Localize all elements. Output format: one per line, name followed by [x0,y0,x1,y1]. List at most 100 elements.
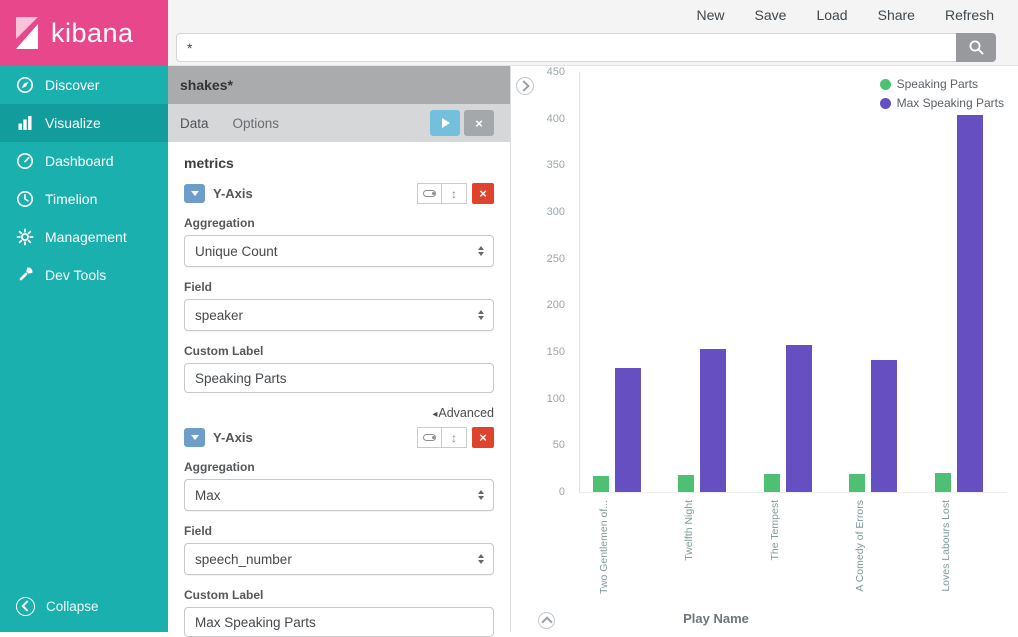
bar-max-speaking-parts[interactable] [615,368,641,492]
search-bar [176,33,996,62]
bar-speaking-parts[interactable] [934,473,951,492]
reorder-metric-button[interactable]: ↕ [442,183,467,204]
aggregation-label: Aggregation [184,460,255,474]
close-icon: × [475,115,483,131]
remove-metric-button[interactable]: × [472,427,494,448]
play-icon [442,118,450,128]
aggregation-value: Unique Count [195,243,278,259]
query-input[interactable] [176,33,956,62]
bar-group: Two Gentlemen of... [580,72,665,594]
collapse-metric-button[interactable] [184,184,205,203]
field-value: speaker [195,307,244,323]
bar-max-speaking-parts[interactable] [785,345,812,492]
field-select[interactable]: speech_number [184,543,494,575]
bar-speaking-parts[interactable] [593,476,609,492]
brand-name: kibana [51,17,134,48]
wrench-icon [19,267,33,281]
legend-dot-icon [879,97,891,109]
aggregation-select[interactable]: Unique Count [184,235,494,267]
y-tick-label: 200 [546,299,565,312]
custom-label-label: Custom Label [184,344,264,358]
aggregation-label: Aggregation [184,216,255,230]
chevron-down-icon [190,435,199,440]
compass-icon [17,77,33,93]
reorder-metric-button[interactable]: ↕ [442,427,467,448]
bar-chart-icon [18,116,32,130]
bar-speaking-parts[interactable] [763,474,780,492]
sidebar-item-label: Visualize [45,115,101,131]
discard-changes-button[interactable]: × [464,110,494,136]
advanced-link[interactable]: Advanced [438,406,494,420]
visualization-config-panel: shakes* Data Options × metrics Y-Axis [168,66,510,637]
aggregation-value: Max [195,487,221,503]
chevron-down-icon [190,191,199,196]
toggle-icon [423,190,436,197]
panel-collapse-button[interactable] [516,77,534,95]
config-tab-bar: Data Options × [168,104,510,142]
collapse-metric-button[interactable] [184,428,205,447]
field-select[interactable]: speaker [184,299,494,331]
apply-changes-button[interactable] [430,110,460,136]
bar-max-speaking-parts[interactable] [956,115,983,492]
topnav-item-new[interactable]: New [696,7,725,23]
metric-editor-2: Y-Axis ↕ × Aggregation Max Fi [184,427,494,637]
x-tick-label: Loves Labours Lost [939,500,952,592]
kibana-logo[interactable]: kibana [0,0,168,66]
field-value: speech_number [195,551,292,567]
x-axis-title: Play Name [683,611,749,626]
updown-arrow-icon: ↕ [451,186,457,201]
legend-dot-icon [879,78,891,90]
sidebar-item-management[interactable]: Management [0,218,168,256]
sidebar-item-label: Dashboard [45,153,114,169]
legend-label: Speaking Parts [896,77,978,91]
clock-icon [17,191,33,207]
bar-max-speaking-parts[interactable] [871,360,898,492]
top-bar: New Save Load Share Refresh [168,0,1018,66]
y-tick-label: 150 [546,346,565,358]
field-label: Field [184,524,213,538]
select-caret-icon [478,310,484,320]
sidebar-collapse-button[interactable]: Collapse [0,588,168,624]
topnav-item-save[interactable]: Save [754,7,787,23]
remove-metric-button[interactable]: × [472,183,494,204]
disable-metric-button[interactable] [417,183,442,204]
search-button[interactable] [956,33,996,62]
disable-metric-button[interactable] [417,427,442,448]
sidebar-item-dashboard[interactable]: Dashboard [0,142,168,180]
bar-speaking-parts[interactable] [849,474,866,492]
sidebar-item-label: Management [45,229,127,245]
tab-options[interactable]: Options [232,115,280,131]
sidebar-item-visualize[interactable]: Visualize [0,104,168,142]
aggregation-select[interactable]: Max [184,479,494,511]
config-body: metrics Y-Axis ↕ × [168,142,510,637]
index-pattern-name: shakes* [180,77,233,93]
x-tick-label: The Tempest [768,500,781,561]
select-caret-icon [478,490,484,500]
advanced-row: ◂Advanced [184,406,494,420]
scroll-to-top-button[interactable] [538,612,555,629]
y-tick-label: 300 [546,206,565,218]
advanced-collapse-icon: ◂ [432,409,438,420]
bar-group: Twelfth Night [665,72,750,561]
bar-speaking-parts[interactable] [678,475,695,492]
custom-label-input[interactable] [184,607,494,637]
sidebar-item-timelion[interactable]: Timelion [0,180,168,218]
topnav-item-refresh[interactable]: Refresh [944,7,994,23]
bar-group: The Tempest [751,72,836,561]
toggle-icon [423,434,436,441]
close-icon: × [479,186,487,201]
legend-item[interactable]: Max Speaking Parts [879,96,1004,110]
legend-item[interactable]: Speaking Parts [879,77,1004,91]
sidebar: Discover Visualize Dashboard Timelion [0,66,168,632]
collapse-label: Collapse [46,598,99,614]
tab-data[interactable]: Data [180,115,209,131]
sidebar-item-discover[interactable]: Discover [0,66,168,104]
topnav-item-load[interactable]: Load [816,7,848,23]
custom-label-input[interactable] [184,363,494,393]
metric-title: Y-Axis [213,430,253,445]
x-tick-label: Twelfth Night [683,500,696,561]
y-tick-label: 350 [546,159,565,172]
sidebar-item-dev-tools[interactable]: Dev Tools [0,256,168,294]
topnav-item-share[interactable]: Share [877,7,915,23]
bar-max-speaking-parts[interactable] [700,349,727,492]
